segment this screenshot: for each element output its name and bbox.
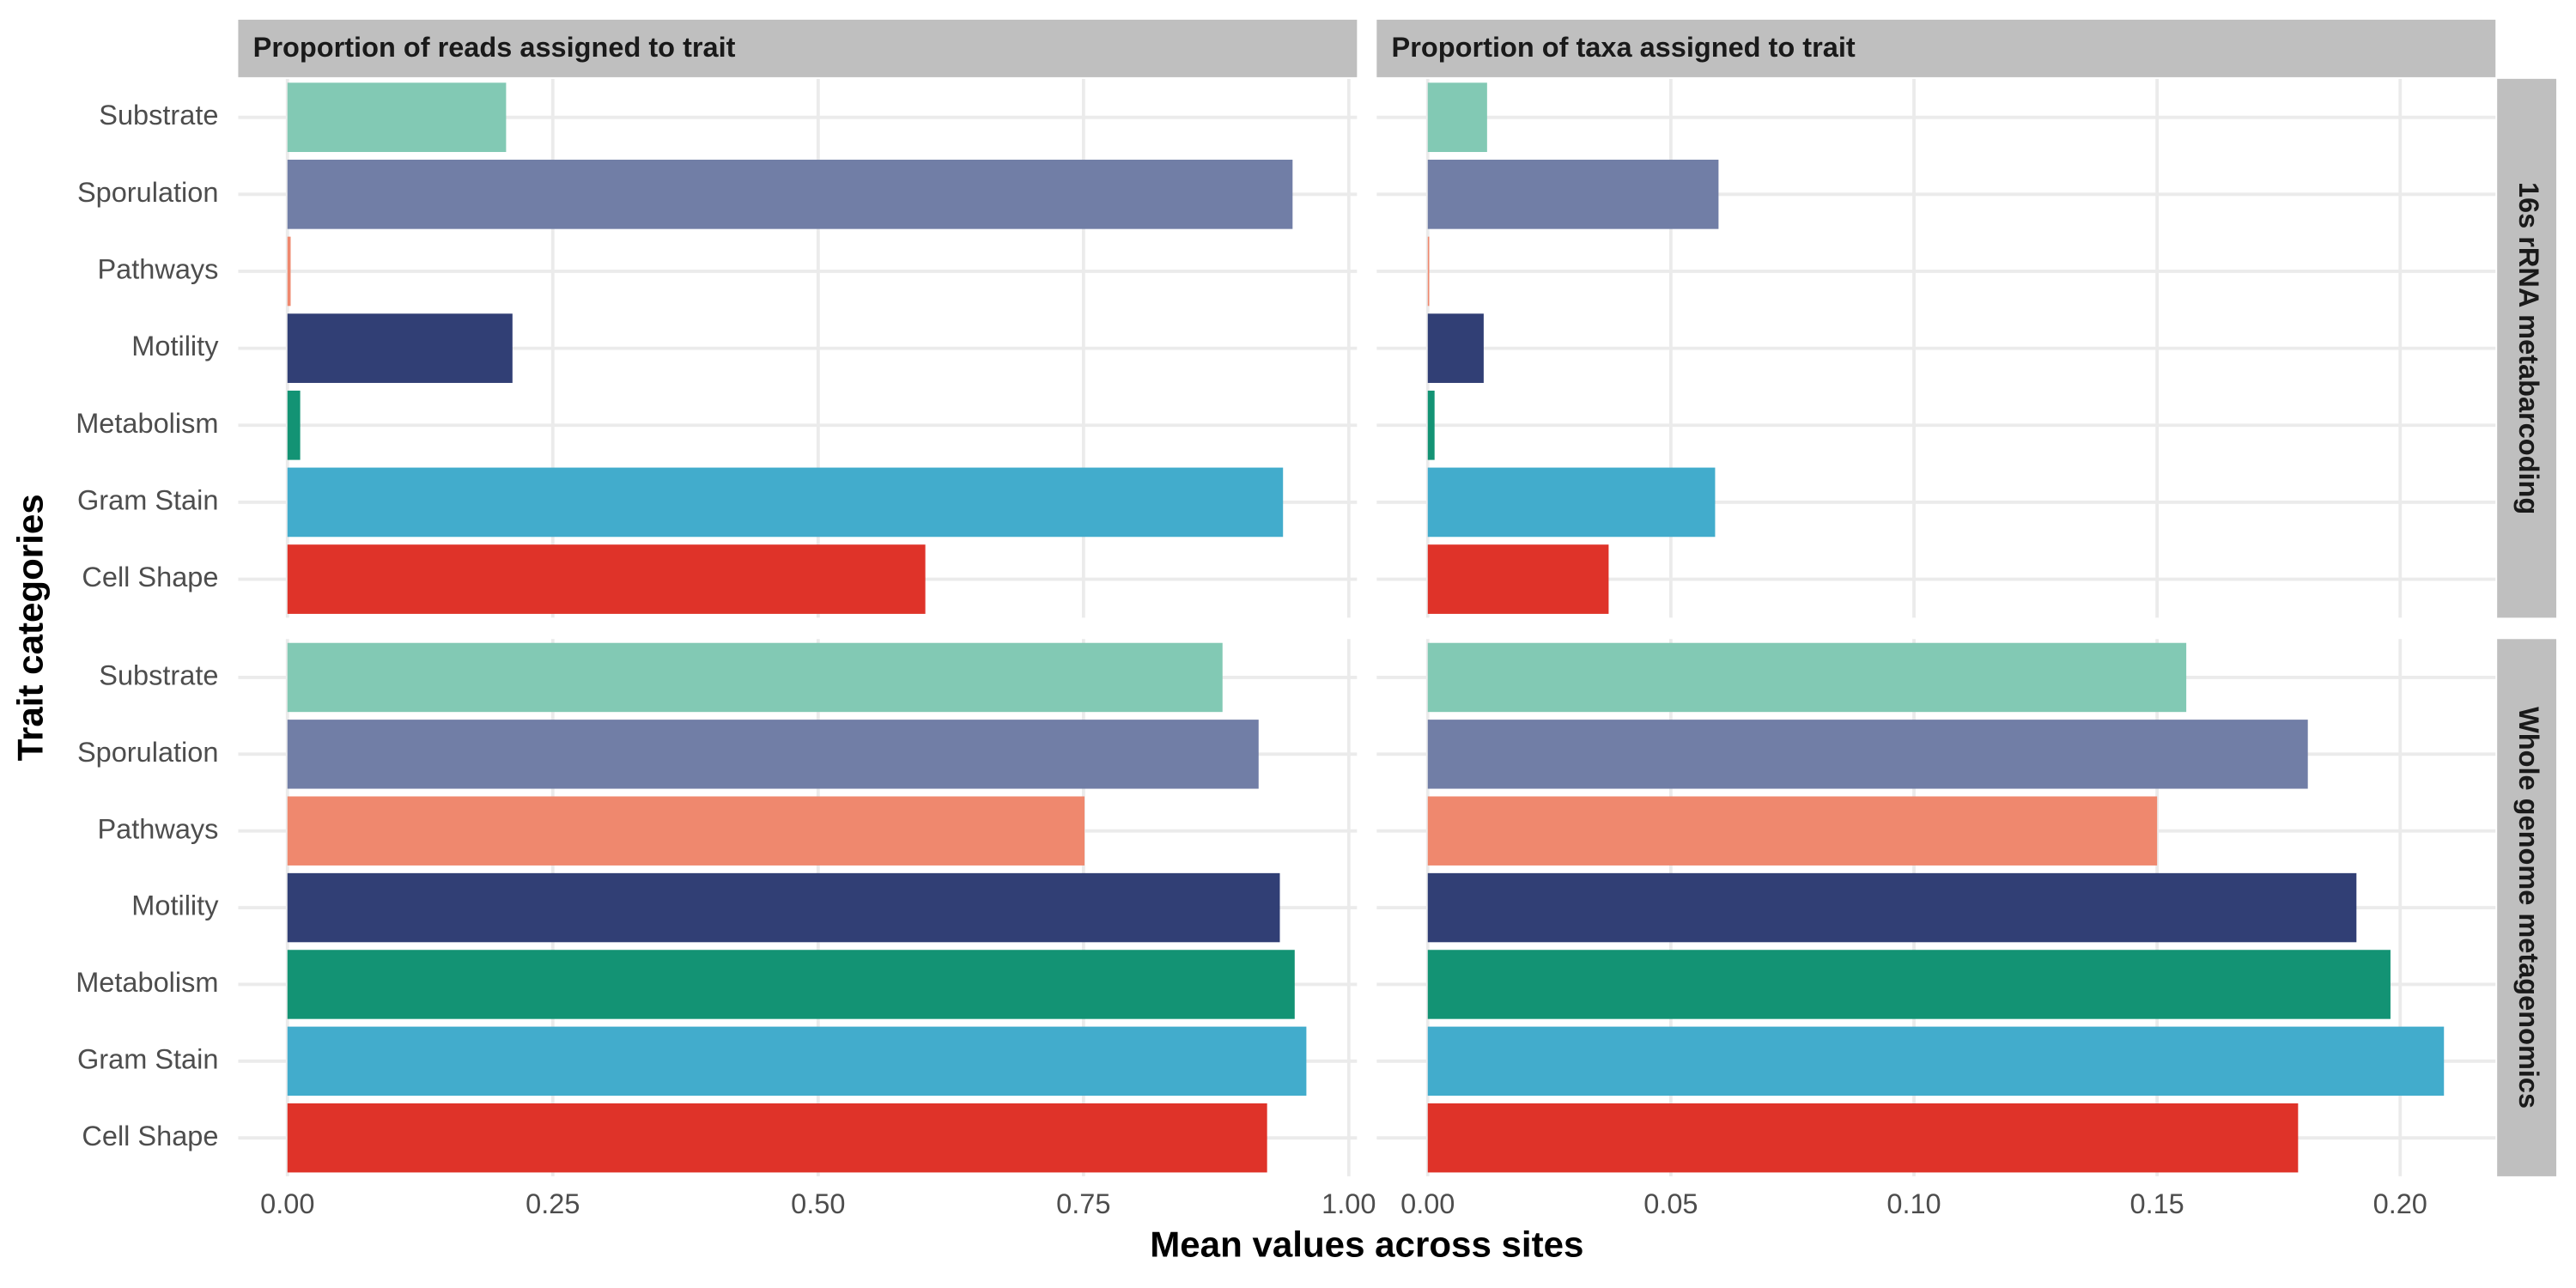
x-tick-label: 0.50 [791,1188,845,1219]
bar [1427,872,2357,943]
x-tick-label: 0.00 [260,1188,314,1219]
bar [287,1026,1307,1097]
column-strip [238,19,1358,77]
bar [1427,642,2187,713]
bar [1427,313,1484,383]
x-tick-label: 1.00 [1321,1188,1376,1219]
row-strip-label: Whole genome metagenomics [2513,707,2544,1109]
x-tick-label: 0.05 [1643,1188,1698,1219]
bar [1427,159,1719,229]
y-tick-label: Pathways [97,254,218,285]
row-strip [2497,78,2557,618]
bar [287,796,1085,866]
bar [287,82,507,153]
x-tick-label: 0.75 [1056,1188,1110,1219]
y-tick-label: Substrate [99,100,218,131]
bar [287,313,513,383]
bar [287,390,301,460]
bar [287,872,1280,943]
bar [287,642,1223,713]
bar [1427,1103,2299,1173]
column-strip-label: Proportion of reads assigned to trait [253,32,736,63]
row-strip-label: 16s rRNA metabarcoding [2513,182,2544,514]
bar [1427,720,2308,789]
bar [287,950,1295,1019]
bar [1427,82,1487,153]
x-tick-label: 0.10 [1886,1188,1941,1219]
y-tick-label: Motility [131,331,219,361]
bar [287,544,926,614]
y-tick-label: Sporulation [77,737,219,768]
x-tick-label: 0.15 [2129,1188,2184,1219]
x-tick-label: 0.25 [526,1188,580,1219]
x-axis-title: Mean values across sites [1150,1224,1583,1264]
bar [1427,467,1716,538]
x-tick-label: 0.00 [1400,1188,1455,1219]
column-strip-label: Proportion of taxa assigned to trait [1392,32,1856,63]
bar [287,1103,1267,1173]
y-tick-label: Cell Shape [82,1121,218,1151]
y-tick-label: Cell Shape [82,562,218,592]
bar [287,236,291,307]
bar [1427,390,1435,460]
x-tick-label: 0.20 [2373,1188,2427,1219]
bar [1427,1026,2445,1097]
bar [1427,236,1430,307]
row-strip [2497,639,2557,1176]
y-tick-label: Sporulation [77,177,219,208]
bar [287,467,1284,538]
y-tick-label: Metabolism [76,967,218,998]
y-axis-title: Trait categories [9,494,50,761]
bar [1427,544,1609,614]
column-strip [1376,19,2496,77]
bar [1427,950,2391,1019]
bar [1427,796,2158,866]
bar [287,720,1259,789]
bar [287,159,1293,229]
y-tick-label: Gram Stain [77,1043,218,1074]
y-tick-label: Gram Stain [77,485,218,516]
y-tick-label: Metabolism [76,408,218,439]
y-tick-label: Motility [131,890,219,921]
y-tick-label: Substrate [99,660,218,691]
y-tick-label: Pathways [97,813,218,844]
